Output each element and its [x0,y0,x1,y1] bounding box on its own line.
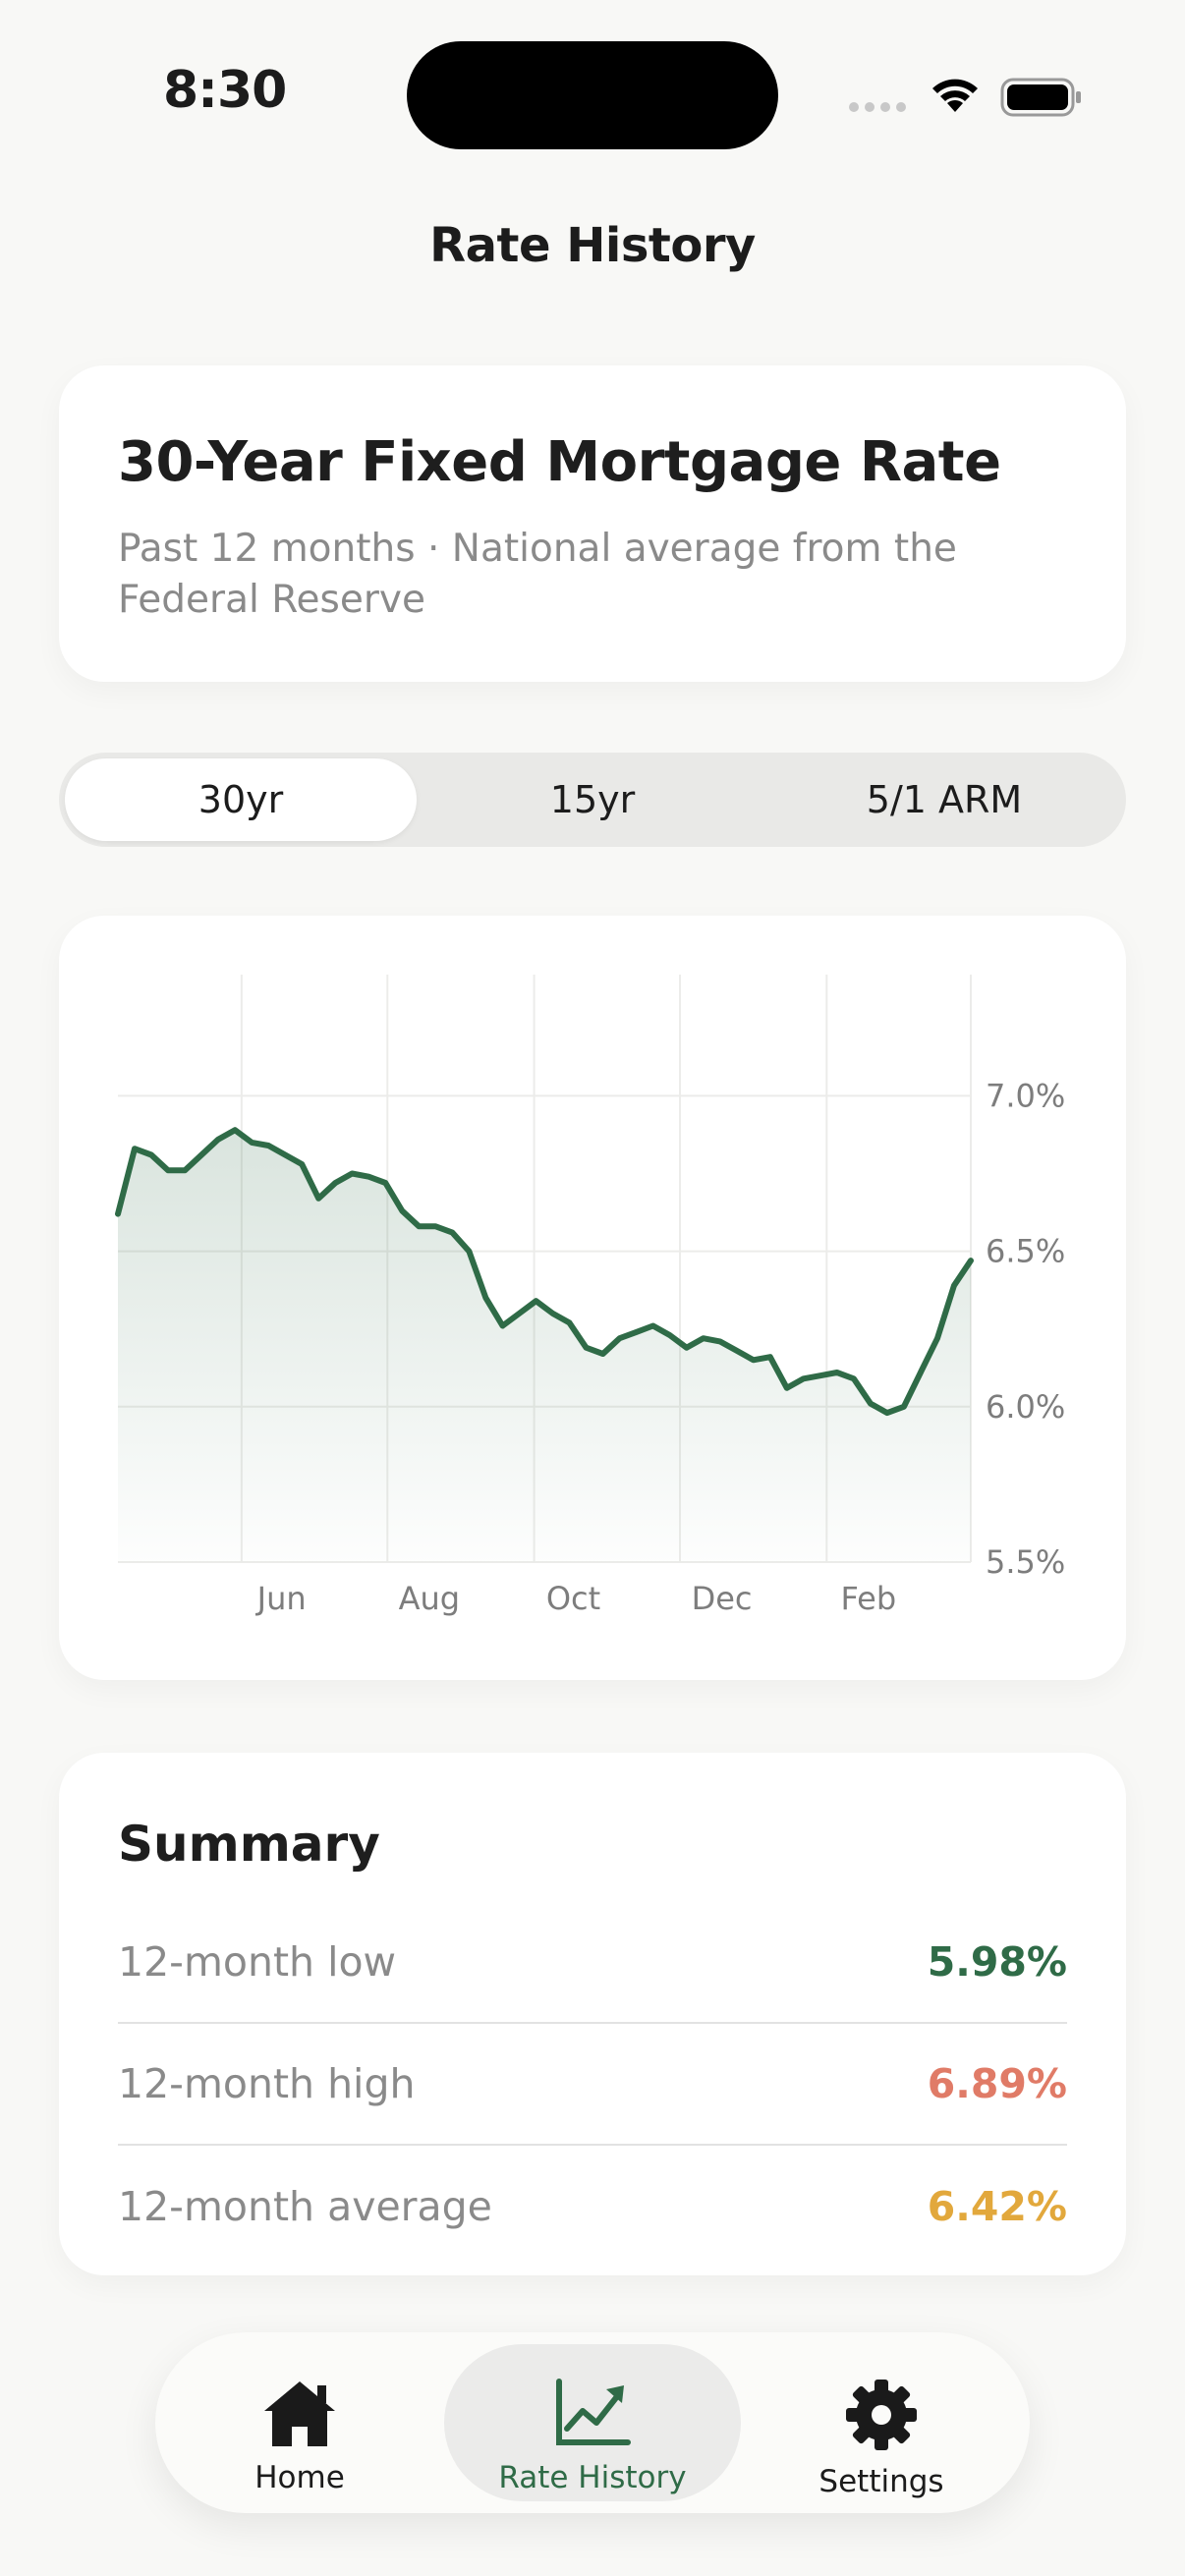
segment-5-1-arm[interactable]: 5/1 ARM [866,778,1023,821]
status-time: 8:30 [163,61,287,120]
chart-trend-icon [556,2379,631,2445]
x-tick-label: Jun [255,1580,307,1617]
rate-history-chart: 7.0% 6.5% 6.0% 5.5% Jun Aug Oct Dec Feb [115,975,1065,1617]
rate-area-fill [118,1130,971,1562]
cellular-signal-icon [849,102,906,112]
rate-info-card: 30-Year Fixed Mortgage Rate Past 12 mont… [59,365,1126,682]
segment-15yr[interactable]: 15yr [549,778,636,821]
wifi-icon [932,79,978,112]
summary-value-average: 6.42% [927,2183,1067,2230]
rate-line [115,1127,974,1417]
page-title: Rate History [429,218,756,273]
loan-type-segmented-control: 30yr 15yr 5/1 ARM [59,753,1126,847]
tab-label: Home [254,2460,345,2495]
summary-label: 12-month low [118,1938,397,1986]
y-tick-label: 7.0% [986,1077,1065,1114]
house-icon [264,2381,335,2446]
y-tick-label: 6.0% [986,1388,1065,1426]
x-tick-label: Feb [841,1580,897,1617]
x-tick-label: Dec [692,1580,753,1617]
y-tick-label: 6.5% [986,1233,1065,1270]
tab-label: Settings [818,2464,944,2499]
tab-settings[interactable]: Settings [796,2344,967,2501]
gear-icon [846,2380,917,2450]
summary-label: 12-month average [118,2183,492,2230]
tab-bar: Home Rate History [155,2332,1030,2513]
summary-row-average: 12-month average 6.42% [118,2146,1067,2268]
tab-home[interactable]: Home [226,2344,373,2501]
summary-value-high: 6.89% [927,2060,1067,2107]
summary-card: Summary 12-month low 5.98% 12-month high… [59,1753,1126,2275]
summary-value-low: 5.98% [927,1938,1067,1986]
rate-chart-card: 7.0% 6.5% 6.0% 5.5% Jun Aug Oct Dec Feb [59,916,1126,1680]
summary-label: 12-month high [118,2060,416,2107]
segment-30yr[interactable]: 30yr [65,758,417,841]
battery-icon [1000,78,1081,117]
tab-rate-history[interactable]: Rate History [444,2344,741,2501]
dynamic-island [407,41,778,149]
y-tick-label: 5.5% [986,1543,1065,1581]
card-title: 30-Year Fixed Mortgage Rate [118,430,1001,494]
summary-row-low: 12-month low 5.98% [118,1902,1067,2024]
x-tick-label: Aug [399,1580,460,1617]
card-subtitle: Past 12 months · National average from t… [118,527,957,622]
tab-label: Rate History [498,2460,687,2495]
summary-title: Summary [118,1816,380,1873]
x-tick-label: Oct [546,1580,600,1617]
summary-row-high: 12-month high 6.89% [118,2024,1067,2146]
